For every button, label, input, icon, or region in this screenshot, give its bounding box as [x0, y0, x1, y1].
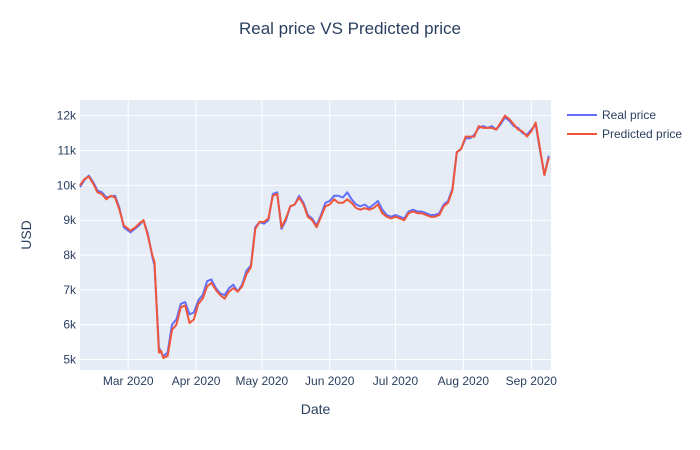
x-tick-label: Mar 2020 [103, 374, 154, 388]
chart-title: Real price VS Predicted price [239, 19, 461, 38]
legend[interactable]: Real price Predicted price [567, 108, 682, 141]
x-tick-label: Jun 2020 [305, 374, 355, 388]
legend-label: Real price [602, 108, 656, 122]
x-tick-label: Aug 2020 [438, 374, 490, 388]
y-tick-label: 10k [57, 178, 77, 192]
x-tick-label: Jul 2020 [373, 374, 419, 388]
y-tick-label: 6k [63, 318, 77, 332]
y-tick-label: 11k [58, 144, 77, 158]
legend-item-predicted-price[interactable]: Predicted price [567, 127, 682, 141]
x-axis-ticks: Mar 2020 Apr 2020 May 2020 Jun 2020 Jul 2020… [103, 374, 557, 388]
series-line-predicted-price [79, 114, 550, 359]
y-tick-label: 9k [63, 213, 77, 227]
y-tick-label: 8k [63, 248, 77, 262]
plot-area [80, 100, 551, 370]
y-axis-title: USD [18, 220, 34, 250]
y-axis-ticks: 5k 6k 7k 8k 9k 10k 11k 12k [57, 109, 77, 367]
x-tick-label: Sep 2020 [506, 374, 558, 388]
y-tick-label: 5k [63, 353, 77, 367]
legend-label: Predicted price [602, 127, 682, 141]
legend-item-real-price[interactable]: Real price [567, 108, 656, 122]
x-tick-label: Apr 2020 [172, 374, 221, 388]
y-tick-label: 7k [63, 283, 77, 297]
y-tick-label: 12k [57, 109, 77, 123]
series-layer [79, 114, 550, 359]
x-axis-title: Date [301, 401, 331, 417]
x-tick-label: May 2020 [235, 374, 288, 388]
